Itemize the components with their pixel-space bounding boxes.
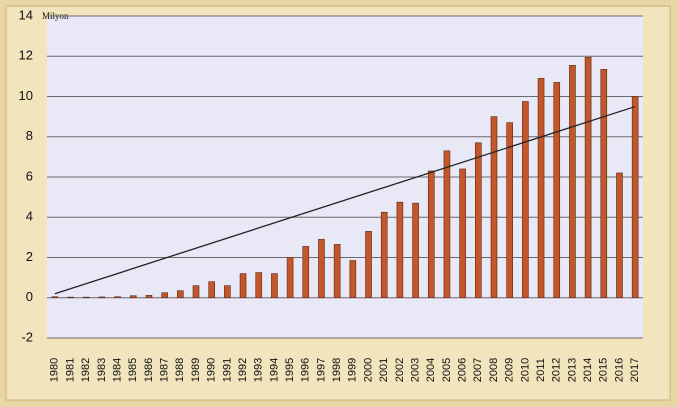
x-tick-label: 1997 [315, 358, 327, 382]
x-tick-label: 1996 [300, 358, 312, 382]
y-tick-label: 2 [26, 249, 33, 264]
bar [192, 285, 200, 299]
bar [208, 281, 215, 299]
bar [522, 101, 529, 299]
bar [51, 296, 59, 299]
bar [333, 244, 341, 299]
x-tick-label: 2013 [566, 358, 578, 382]
x-tick-label: 2007 [472, 358, 484, 382]
bar [67, 296, 74, 299]
trendline [54, 105, 636, 295]
bar [224, 285, 231, 299]
bar [114, 296, 121, 299]
bar [631, 96, 639, 299]
y-tick-label: 14 [19, 7, 33, 22]
x-tick-label: 1986 [143, 358, 155, 382]
bar [584, 56, 592, 299]
bar [459, 168, 466, 299]
bar [569, 65, 576, 299]
x-tick-label: 1985 [127, 358, 139, 382]
bar [129, 295, 137, 299]
bar [349, 260, 357, 299]
x-tick-label: 2000 [362, 358, 374, 382]
bar [616, 172, 623, 299]
x-tick-label: 1991 [221, 358, 233, 382]
x-tick-label: 1988 [174, 358, 186, 382]
bar [600, 69, 608, 299]
bar [506, 122, 513, 299]
bar [98, 296, 106, 299]
bar [271, 273, 278, 299]
y-tick-label: 10 [19, 88, 33, 103]
y-tick-label: 8 [26, 128, 33, 143]
x-tick-label: 2011 [535, 358, 547, 382]
bar [82, 296, 90, 299]
x-tick-label: 1983 [96, 358, 108, 382]
bar [255, 272, 263, 299]
bar [427, 170, 435, 299]
x-tick-label: 1989 [190, 358, 202, 382]
x-tick-label: 1993 [253, 358, 265, 382]
bar [318, 239, 325, 299]
bar [380, 211, 388, 299]
bar [475, 142, 482, 299]
bar [490, 116, 498, 299]
x-tick-label: 2002 [394, 358, 406, 382]
y-tick-label: 0 [26, 289, 33, 304]
x-tick-label: 1982 [80, 358, 92, 382]
x-tick-label: 2010 [519, 358, 531, 382]
x-tick-label: 2009 [504, 358, 516, 382]
x-tick-label: 2005 [441, 358, 453, 382]
x-tick-label: 2014 [582, 358, 594, 382]
x-tick-label: 1999 [347, 358, 359, 382]
x-tick-label: 2003 [409, 358, 421, 382]
x-tick-label: 2004 [425, 358, 437, 382]
x-tick-label: 2012 [551, 358, 563, 382]
y-tick-label: 12 [19, 48, 33, 63]
x-tick-label: 2017 [629, 358, 641, 382]
x-tick-label: 1990 [206, 358, 218, 382]
y-tick-label: 4 [26, 209, 33, 224]
bar [239, 273, 247, 299]
y-tick-label: -2 [21, 329, 33, 344]
x-tick-label: 1984 [111, 358, 123, 382]
x-tick-label: 1980 [49, 358, 61, 382]
bar [365, 231, 372, 299]
bar [537, 78, 545, 299]
x-tick-label: 1994 [268, 358, 280, 382]
x-tick-label: 2001 [378, 358, 390, 382]
x-tick-label: 1981 [64, 358, 76, 382]
bar [396, 201, 404, 299]
x-tick-label: 1995 [284, 358, 296, 382]
x-tick-label: 1992 [237, 358, 249, 382]
x-tick-label: 2015 [598, 358, 610, 382]
x-tick-label: 1987 [159, 358, 171, 382]
bar [145, 295, 153, 299]
bar [161, 292, 168, 299]
x-tick-label: 2016 [613, 358, 625, 382]
x-tick-label: 2008 [488, 358, 500, 382]
bar [177, 290, 184, 299]
bar [412, 202, 419, 299]
bar [553, 82, 561, 299]
bar [443, 150, 451, 299]
bar [286, 257, 294, 299]
x-tick-label: 1998 [331, 358, 343, 382]
bar [302, 246, 310, 299]
x-tick-label: 2006 [457, 358, 469, 382]
y-tick-label: 6 [26, 168, 33, 183]
